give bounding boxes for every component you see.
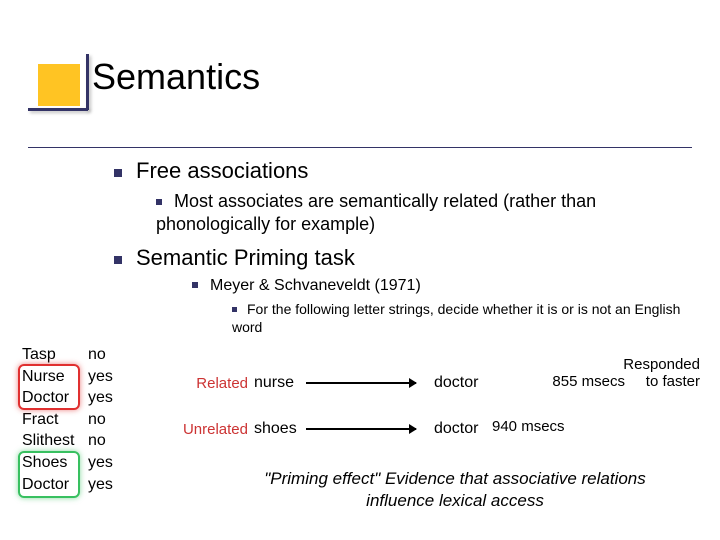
arrow-icon [306,382,416,384]
bullet-priming-task: Semantic Priming task [114,245,704,271]
accent-square [38,64,80,106]
target-related: doctor [434,374,478,392]
word-cell: Slithest [22,430,88,452]
answer-cell: yes [88,452,118,474]
word-row: Slithestno [22,430,118,452]
answer-cell: yes [88,366,118,388]
prime-related: nurse [254,374,302,392]
bullet-icon [114,169,122,177]
bullet-icon [192,282,198,288]
title-divider [28,147,692,148]
title-rule-vertical [86,54,89,110]
bullet-instructions: For the following letter strings, decide… [232,301,704,336]
title-rule-horizontal [28,108,88,111]
row-related: Related nurse doctor [178,374,478,392]
answer-cell: yes [88,387,118,409]
priming-quote: "Priming effect" Evidence that associati… [230,468,680,512]
word-cell: Fract [22,409,88,431]
highlight-red-box [18,364,80,410]
bullet-icon [156,199,162,205]
arrow-icon [306,428,416,430]
bullet-free-associations: Free associations [114,158,704,184]
prime-unrelated: shoes [254,420,302,438]
bullet-most-associates: Most associates are semantically related… [156,190,704,235]
answer-cell: no [88,409,118,431]
bullet-meyer: Meyer & Schvaneveldt (1971) [192,277,704,295]
bullet-icon [232,307,237,312]
target-unrelated: doctor [434,420,478,438]
label-related: Related [178,375,248,392]
word-row: Taspno [22,344,118,366]
answer-cell: no [88,344,118,366]
content-area: Free associations Most associates are se… [114,158,704,336]
highlight-green-box [18,451,80,498]
label-unrelated: Unrelated [178,421,248,438]
response-related: Responded 855 msecs to faster [490,356,700,391]
response-unrelated: 940 msecs [492,418,612,435]
row-unrelated: Unrelated shoes doctor [178,420,478,438]
slide-title: Semantics [92,56,260,98]
slide-title-area: Semantics [92,56,260,98]
bullet-icon [114,256,122,264]
answer-cell: no [88,430,118,452]
word-row: Fractno [22,409,118,431]
word-cell: Tasp [22,344,88,366]
answer-cell: yes [88,474,118,496]
